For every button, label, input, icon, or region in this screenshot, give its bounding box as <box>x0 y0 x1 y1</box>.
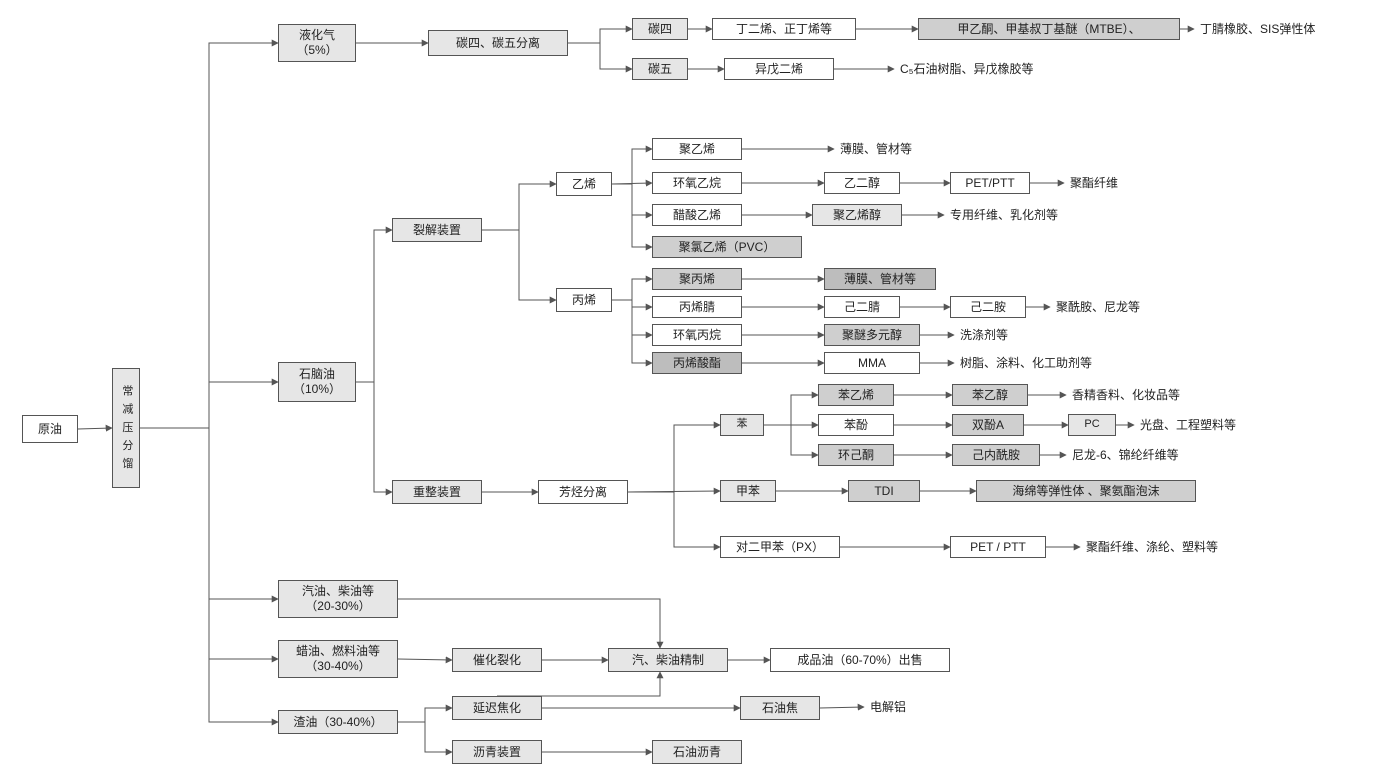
node-an: 丙烯腈 <box>652 296 742 318</box>
text-pet2rt: 聚酯纤维、涤纶、塑料等 <box>1086 536 1306 558</box>
node-fcc: 催化裂化 <box>452 648 542 672</box>
node-sales: 成品油（60-70%）出售 <box>770 648 950 672</box>
node-pp: 聚丙烯 <box>652 268 742 290</box>
node-styr: 苯乙烯 <box>818 384 894 406</box>
node-dist: 常 减 压 分 馏 <box>112 368 140 488</box>
node-eg: 乙二醇 <box>824 172 900 194</box>
node-mma: MMA <box>824 352 920 374</box>
node-ppend: 薄膜、管材等 <box>824 268 936 290</box>
node-crude: 原油 <box>22 415 78 443</box>
node-tdi: TDI <box>848 480 920 502</box>
node-c5prod: 异戊二烯 <box>724 58 834 80</box>
text-c5rt: C₅石油树脂、异戊橡胶等 <box>900 58 1120 80</box>
node-chx: 环己酮 <box>818 444 894 466</box>
node-px: 对二甲苯（PX） <box>720 536 840 558</box>
node-waxfuel: 蜡油、燃料油等 （30-40%） <box>278 640 398 678</box>
node-po: 环氧丙烷 <box>652 324 742 346</box>
text-hdart: 聚酰胺、尼龙等 <box>1056 296 1216 318</box>
node-pet2: PET / PTT <box>950 536 1046 558</box>
node-pstyr: 苯乙醇 <box>952 384 1028 406</box>
node-pe: 聚乙烯 <box>652 138 742 160</box>
node-pet1: PET/PTT <box>950 172 1030 194</box>
node-asphunit: 沥青装置 <box>452 740 542 764</box>
node-benz: 苯 <box>720 414 764 436</box>
node-asph: 石油沥青 <box>652 740 742 764</box>
node-reform: 重整装置 <box>392 480 482 504</box>
node-bpa: 双酚A <box>952 414 1024 436</box>
text-vacrt: 专用纤维、乳化剂等 <box>950 204 1130 226</box>
node-adn: 己二腈 <box>824 296 900 318</box>
node-c4prod: 丁二烯、正丁烯等 <box>712 18 856 40</box>
node-coke: 石油焦 <box>740 696 820 720</box>
node-c4end: 甲乙酮、甲基叔丁基醚（MTBE）、 <box>918 18 1180 40</box>
node-c4: 碳四 <box>632 18 688 40</box>
node-c45sep: 碳四、碳五分离 <box>428 30 568 56</box>
node-tdiend: 海绵等弹性体 、聚氨酯泡沫 <box>976 480 1196 502</box>
node-naphtha: 石脑油 （10%） <box>278 362 356 402</box>
text-pert: 薄膜、管材等 <box>840 138 980 160</box>
node-arosep: 芳烃分离 <box>538 480 628 504</box>
text-pcrt: 光盘、工程塑料等 <box>1140 414 1320 436</box>
node-pc: PC <box>1068 414 1116 436</box>
node-delay: 延迟焦化 <box>452 696 542 720</box>
node-vac: 醋酸乙烯 <box>652 204 742 226</box>
text-cokert: 电解铝 <box>870 696 990 718</box>
node-pva: 聚乙烯醇 <box>812 204 902 226</box>
node-tol: 甲苯 <box>720 480 776 502</box>
node-c5: 碳五 <box>632 58 688 80</box>
node-c2: 乙烯 <box>556 172 612 196</box>
node-polyol: 聚醚多元醇 <box>824 324 920 346</box>
text-c4rt: 丁腈橡胶、SIS弹性体 <box>1200 18 1380 40</box>
node-lpg: 液化气 （5%） <box>278 24 356 62</box>
node-pvc: 聚氯乙烯（PVC） <box>652 236 802 258</box>
node-hda: 己二胺 <box>950 296 1026 318</box>
text-mmart: 树脂、涂料、化工助剂等 <box>960 352 1180 374</box>
node-crack: 裂解装置 <box>392 218 482 242</box>
node-c3: 丙烯 <box>556 288 612 312</box>
node-eo: 环氧乙烷 <box>652 172 742 194</box>
text-polyrt: 洗涤剂等 <box>960 324 1080 346</box>
text-psrt: 香精香料、化妆品等 <box>1072 384 1272 406</box>
node-refine: 汽、柴油精制 <box>608 648 728 672</box>
text-pet1rt: 聚酯纤维 <box>1070 172 1190 194</box>
node-gasdies: 汽油、柴油等 （20-30%） <box>278 580 398 618</box>
node-resid: 渣油（30-40%） <box>278 710 398 734</box>
node-phenol: 苯酚 <box>818 414 894 436</box>
text-cplrt: 尼龙-6、锦纶纤维等 <box>1072 444 1272 466</box>
node-cpl: 己内酰胺 <box>952 444 1040 466</box>
node-acr: 丙烯酸酯 <box>652 352 742 374</box>
